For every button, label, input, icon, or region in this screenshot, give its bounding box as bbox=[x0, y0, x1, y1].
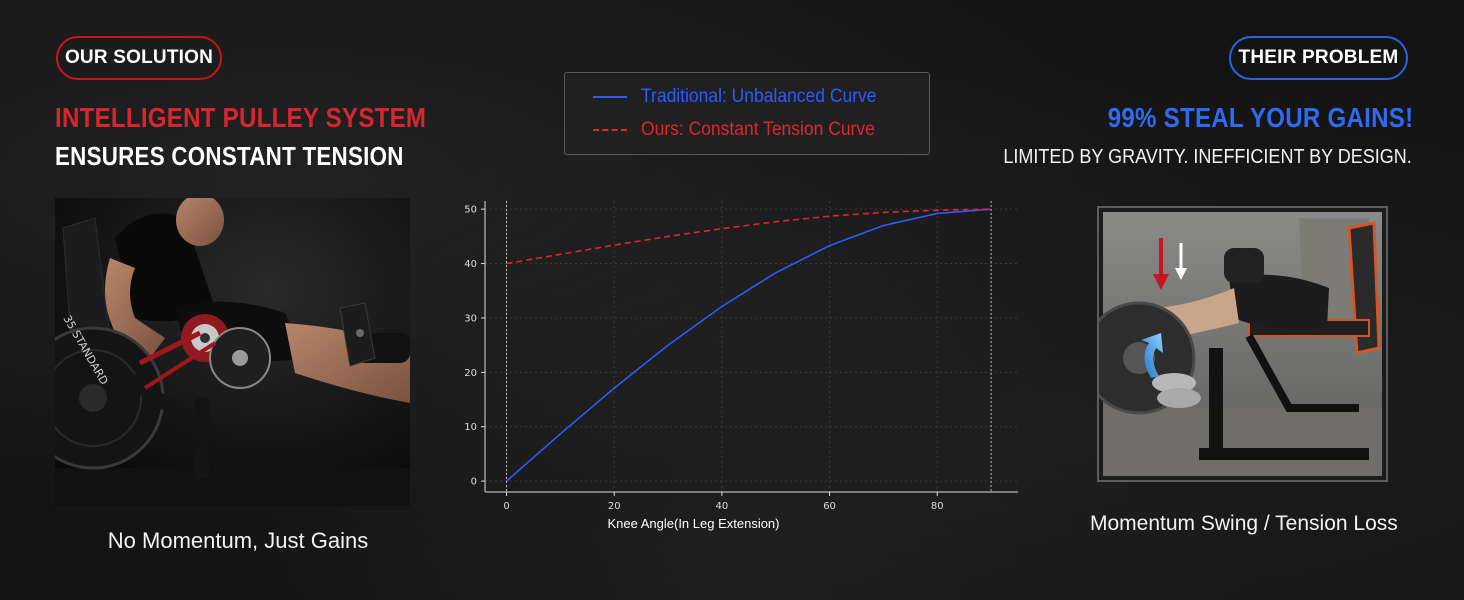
leg-extension-illustration: 35 STANDARD bbox=[55, 198, 410, 506]
problem-caption: Momentum Swing / Tension Loss bbox=[1090, 512, 1398, 535]
chart-ticks: 0 20 40 60 80 0 10 20 30 40 50 bbox=[464, 205, 943, 512]
competitor-machine-illustration bbox=[1099, 212, 1382, 476]
legend-swatch-traditional bbox=[593, 96, 627, 98]
y-tick-label: 30 bbox=[464, 313, 477, 324]
x-tick-label: 0 bbox=[503, 501, 509, 512]
chart-axes bbox=[484, 201, 1018, 493]
x-tick-label: 40 bbox=[716, 501, 729, 512]
legend-label-traditional: Traditional: Unbalanced Curve bbox=[641, 86, 877, 107]
y-tick-label: 10 bbox=[464, 422, 477, 433]
y-tick-label: 0 bbox=[471, 477, 477, 488]
legend-label-ours: Ours: Constant Tension Curve bbox=[641, 119, 875, 140]
y-tick-label: 20 bbox=[464, 368, 477, 379]
chart-series bbox=[505, 208, 992, 482]
solution-caption: No Momentum, Just Gains bbox=[107, 528, 369, 553]
series-line-0 bbox=[505, 208, 992, 482]
solution-subheadline: ENSURES CONSTANT TENSION bbox=[55, 141, 404, 171]
x-tick-label: 60 bbox=[823, 501, 836, 512]
red-arrow-head-icon bbox=[1153, 274, 1169, 290]
x-axis-title: Knee Angle(In Leg Extension) bbox=[607, 516, 779, 531]
leg-extension-photo: 35 STANDARD bbox=[55, 198, 410, 506]
legend-swatch-ours bbox=[593, 129, 627, 131]
series-line-1 bbox=[506, 208, 992, 265]
swing-arrow-icon bbox=[1141, 333, 1163, 378]
chart-legend: Traditional: Unbalanced Curve Ours: Cons… bbox=[564, 72, 930, 155]
tension-curve-chart: 0 20 40 60 80 0 10 20 30 40 50 Knee Angle(In Leg E… bbox=[464, 201, 1018, 531]
competitor-machine-photo bbox=[1097, 206, 1388, 482]
y-tick-label: 50 bbox=[464, 205, 477, 216]
problem-headline: 99% STEAL YOUR GAINS! bbox=[1107, 102, 1413, 133]
x-tick-label: 20 bbox=[608, 501, 621, 512]
legend-item-traditional: Traditional: Unbalanced Curve bbox=[593, 85, 897, 109]
our-solution-badge: OUR SOLUTION bbox=[56, 36, 222, 80]
their-problem-badge: THEIR PROBLEM bbox=[1229, 36, 1408, 80]
x-tick-label: 80 bbox=[931, 501, 944, 512]
legend-item-ours: Ours: Constant Tension Curve bbox=[593, 118, 895, 142]
solution-headline: INTELLIGENT PULLEY SYSTEM bbox=[55, 102, 427, 133]
chart-grid bbox=[485, 201, 1018, 492]
y-tick-label: 40 bbox=[464, 259, 477, 270]
problem-subheadline: LIMITED BY GRAVITY. INEFFICIENT BY DESIG… bbox=[1003, 146, 1412, 168]
white-arrow-head-icon bbox=[1175, 268, 1187, 280]
